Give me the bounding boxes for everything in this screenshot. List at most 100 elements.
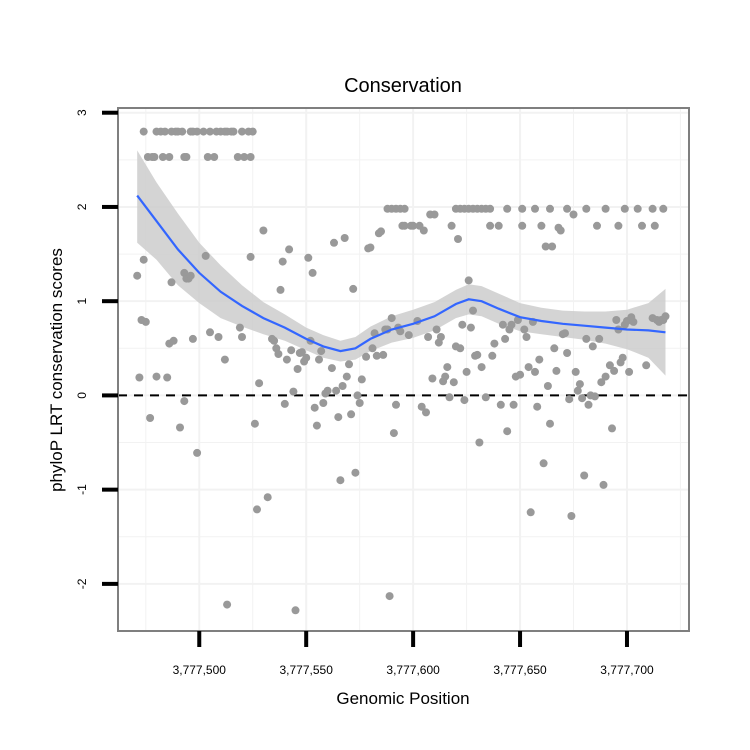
data-point: [518, 221, 527, 230]
data-point: [466, 323, 475, 332]
smooth-line-group: [136, 194, 666, 353]
data-point: [595, 334, 604, 343]
data-point: [193, 127, 202, 136]
data-point: [323, 386, 332, 395]
data-point: [248, 127, 257, 136]
x-tick-label: 3,777,600: [386, 663, 440, 677]
data-point: [347, 410, 356, 419]
data-point: [430, 210, 439, 219]
data-point: [178, 127, 187, 136]
data-point: [253, 505, 261, 514]
data-point: [297, 348, 306, 357]
x-tick-label: 3,777,650: [493, 663, 547, 677]
data-point: [638, 221, 646, 230]
data-point: [419, 226, 428, 235]
data-point: [449, 378, 458, 387]
data-point: [436, 333, 445, 341]
data-point: [182, 153, 191, 161]
x-axis-label: Genomic Position: [336, 689, 469, 708]
data-point: [469, 306, 477, 315]
data-point: [368, 344, 377, 353]
data-point: [486, 204, 495, 213]
data-point: [524, 363, 533, 372]
data-point: [556, 226, 565, 235]
data-point: [330, 238, 338, 247]
data-point: [464, 276, 473, 285]
data-point: [285, 245, 294, 254]
data-point: [176, 423, 184, 432]
data-point: [518, 204, 527, 213]
data-point: [565, 395, 574, 404]
data-point: [312, 421, 321, 430]
data-point: [659, 204, 668, 213]
data-point: [250, 419, 259, 428]
smooth-line: [136, 194, 666, 353]
data-point: [259, 226, 268, 235]
data-point: [220, 355, 229, 364]
data-point: [400, 221, 409, 230]
data-point: [193, 448, 202, 457]
data-point: [546, 204, 554, 213]
y-axis-ticks: -2 -1 0 1 2 3: [75, 109, 118, 589]
data-point: [597, 378, 606, 387]
data-point: [477, 363, 486, 372]
data-point: [372, 351, 381, 360]
data-point: [362, 352, 371, 361]
data-point: [246, 153, 255, 161]
data-point: [161, 127, 169, 136]
data-point: [593, 221, 601, 230]
data-point: [526, 508, 535, 517]
data-point: [546, 419, 554, 428]
data-point: [582, 204, 591, 213]
data-point: [289, 387, 298, 396]
data-point: [203, 153, 212, 161]
data-point: [238, 127, 246, 136]
data-point: [561, 329, 569, 338]
y-tick-label: 1: [75, 298, 89, 305]
data-point: [150, 153, 159, 161]
data-point: [291, 606, 300, 615]
data-point: [379, 350, 388, 359]
data-point: [531, 204, 539, 213]
data-point: [422, 408, 430, 417]
data-point: [535, 355, 544, 364]
data-point: [146, 414, 155, 422]
data-point: [447, 221, 456, 230]
data-point: [580, 471, 589, 480]
data-point: [550, 344, 559, 353]
data-point: [614, 221, 623, 230]
data-point: [488, 351, 497, 360]
data-point: [206, 127, 214, 136]
data-point: [201, 251, 210, 260]
data-point: [282, 355, 291, 364]
data-point: [332, 386, 341, 395]
data-point: [605, 361, 614, 370]
data-point: [590, 392, 599, 401]
data-point: [473, 350, 482, 359]
data-point: [569, 210, 578, 219]
data-point: [308, 268, 317, 277]
data-point: [496, 400, 505, 409]
data-point: [462, 367, 471, 376]
data-point: [188, 334, 197, 343]
data-point: [133, 271, 142, 280]
data-point: [573, 386, 582, 395]
data-point: [353, 391, 362, 400]
data-point: [263, 493, 272, 502]
data-point: [310, 403, 319, 412]
data-point: [169, 336, 178, 345]
y-tick-label: -2: [75, 578, 89, 589]
data-point: [139, 255, 148, 264]
data-point: [417, 402, 426, 411]
data-point: [629, 317, 638, 326]
data-point: [377, 227, 385, 236]
data-point: [319, 399, 328, 407]
y-tick-label: 0: [75, 392, 89, 399]
data-point: [336, 476, 345, 485]
data-point: [238, 333, 246, 341]
data-point: [270, 336, 279, 345]
data-point: [541, 242, 550, 251]
data-point: [548, 242, 557, 251]
data-point: [454, 235, 462, 243]
data-point: [315, 355, 323, 364]
